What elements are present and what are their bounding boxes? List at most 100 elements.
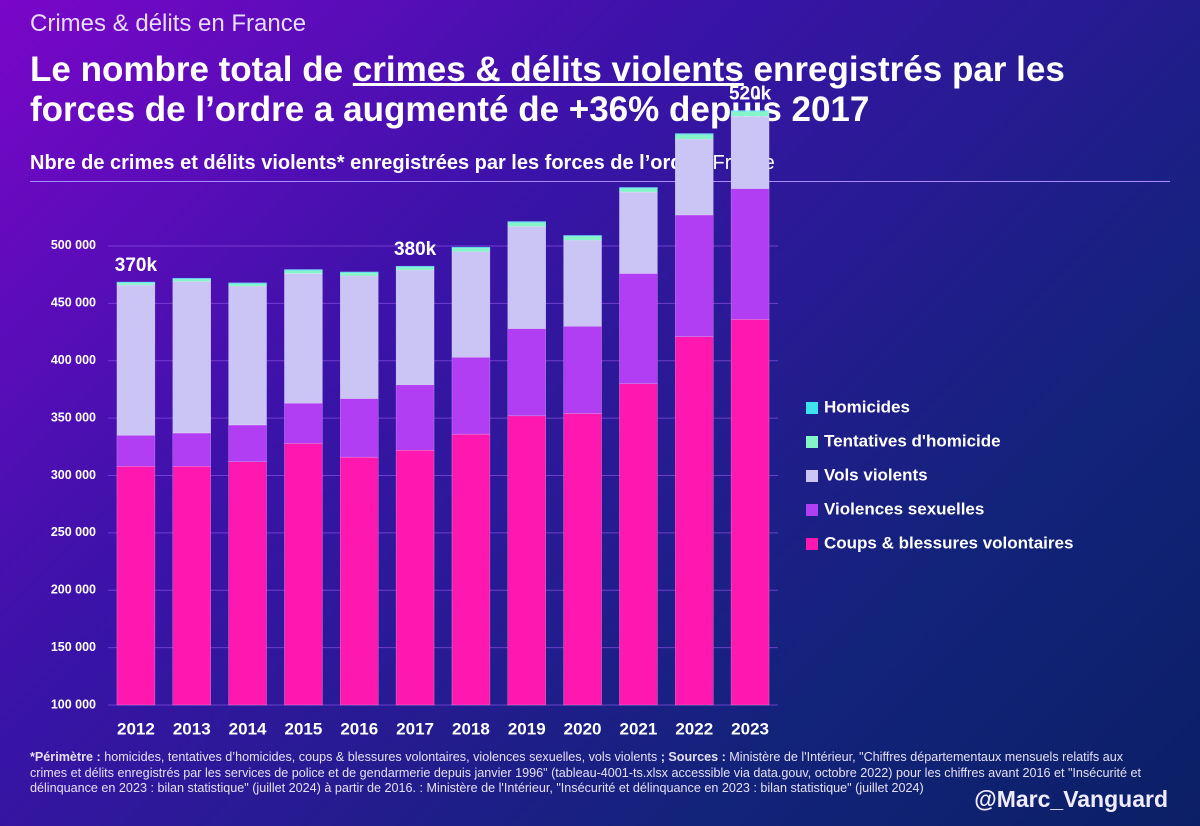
x-tick-label: 2017 [396, 719, 434, 738]
bar-segment [675, 133, 714, 135]
bar-segment [228, 282, 267, 285]
bar-segment [284, 443, 323, 706]
bar-segment [172, 466, 211, 706]
bar-segment [507, 415, 546, 706]
bar-segment [284, 402, 323, 444]
bar-segment [675, 138, 714, 216]
title-part: crimes & délits violents [352, 50, 744, 89]
x-tick-label: 2020 [564, 719, 602, 738]
title: Le nombre total de crimes & délits viole… [30, 50, 1065, 130]
bar-segment [228, 285, 267, 426]
bar-segment [340, 275, 379, 399]
bar-segment [619, 273, 658, 384]
bar-segment [675, 336, 714, 706]
bar-segment [619, 187, 658, 189]
bar-segment [507, 328, 546, 417]
y-tick-label: 300 000 [51, 468, 96, 482]
bar-segment [228, 461, 267, 706]
bar-segment [116, 281, 156, 284]
title-part: Le nombre total de [30, 50, 353, 89]
bar-segment [395, 269, 435, 386]
footnote-part: *Périmètre : [30, 750, 101, 764]
x-tick-label: 2021 [620, 719, 658, 738]
x-tick-label: 2014 [229, 719, 267, 738]
x-tick-label: 2012 [117, 719, 155, 738]
bar-segment [451, 246, 491, 249]
legend-label: Tentatives d'homicide [824, 431, 1001, 450]
legend-swatch [806, 436, 818, 448]
bar-segment [563, 239, 602, 327]
bar-segment [730, 188, 770, 320]
bar-segment [619, 188, 658, 193]
bar-segment [116, 282, 156, 286]
legend-swatch [806, 538, 818, 550]
bar-segment [507, 222, 546, 227]
x-tick-label: 2015 [285, 719, 323, 738]
x-tick-label: 2016 [340, 719, 378, 738]
bar-segment [563, 326, 602, 414]
kicker: Crimes & délits en France [30, 10, 307, 37]
bar-segment [675, 214, 714, 337]
bar-segment [563, 413, 602, 706]
bar-segment [340, 456, 379, 706]
y-tick-label: 150 000 [51, 640, 96, 654]
bar-segment [228, 424, 267, 462]
bar-segment [619, 191, 658, 274]
bar-segment [395, 449, 435, 706]
y-tick-label: 500 000 [51, 238, 96, 252]
bar-segment [395, 265, 435, 268]
bar-segment [451, 251, 491, 358]
legend-swatch [806, 470, 818, 482]
rule [30, 181, 1170, 182]
bar-segment [284, 270, 323, 274]
bar-segment [284, 273, 323, 404]
y-tick-label: 250 000 [51, 525, 96, 539]
legend-label: Vols violents [824, 465, 928, 484]
bar-segment [340, 398, 379, 458]
handle: @Marc_Vanguard [974, 786, 1168, 812]
footnote-part: Ministère de l'Intérieur, "Chiffres dépa… [30, 750, 1142, 795]
legend-label: Coups & blessures volontaires [824, 533, 1073, 552]
x-tick-label: 2022 [675, 719, 713, 738]
x-tick-label: 2018 [452, 719, 490, 738]
bar-segment [730, 111, 770, 117]
bar-segment [563, 235, 602, 237]
bar-segment [228, 283, 267, 287]
bar-segment [116, 435, 156, 467]
bar-segment [730, 116, 770, 189]
bar-segment [451, 357, 491, 435]
bar-segment [172, 278, 211, 282]
bar-segment [507, 221, 546, 223]
bar-segment [340, 271, 379, 274]
y-tick-label: 350 000 [51, 410, 96, 424]
footnote-part: homicides, tentatives d’homicides, coups… [100, 750, 661, 764]
y-tick-label: 450 000 [51, 296, 96, 310]
bar-segment [395, 266, 435, 271]
bar-segment [172, 432, 211, 467]
x-tick-label: 2019 [508, 719, 546, 738]
bar-segment [116, 284, 156, 436]
bar-segment [619, 383, 658, 706]
bar-segment [507, 226, 546, 329]
legend-swatch [806, 504, 818, 516]
footnote-part: ; Sources : [660, 750, 726, 764]
x-tick-label: 2013 [173, 719, 211, 738]
y-tick-label: 200 000 [51, 583, 96, 597]
bar-segment [730, 319, 770, 706]
footnote: *Périmètre : homicides, tentatives d’hom… [30, 750, 1150, 797]
bar-segment [451, 433, 491, 706]
title-part: forces de l’ordre a augmenté de +36% dep… [30, 90, 870, 129]
bar-segment [284, 269, 323, 271]
bar-segment [340, 272, 379, 277]
subtitle-part: Nbre de crimes et délits violents* enreg… [30, 152, 707, 174]
x-tick-label: 2023 [731, 719, 769, 738]
bar-segment [172, 281, 211, 434]
y-tick-label: 400 000 [51, 353, 96, 367]
bar-segment [451, 247, 491, 252]
y-tick-label: 100 000 [51, 697, 96, 711]
bar-segment [730, 110, 770, 112]
bar-segment [563, 236, 602, 241]
legend-swatch [806, 402, 818, 414]
